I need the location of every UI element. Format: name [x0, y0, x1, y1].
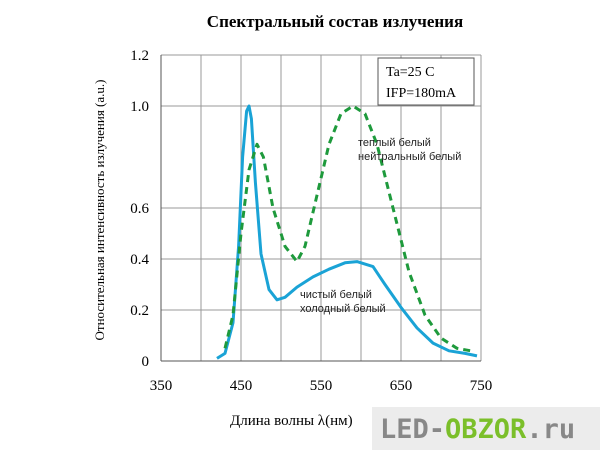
- x-tick-label: 650: [390, 378, 413, 394]
- series-line: [216, 104, 478, 360]
- y-axis-label: Относительная интенсивность излучения (a…: [92, 80, 107, 341]
- condition: Ta=25 C: [386, 65, 435, 80]
- series-label: нейтральный белый: [358, 151, 461, 163]
- condition: IFP=180mA: [386, 86, 457, 101]
- watermark-part: .ru: [526, 414, 575, 445]
- x-tick-label: 350: [150, 378, 173, 394]
- series-line: [223, 104, 471, 353]
- x-tick-label: 750: [470, 378, 493, 394]
- watermark-bg: [372, 407, 600, 450]
- y-tick-label: 0.6: [130, 201, 149, 217]
- series-label: холодный белый: [300, 303, 386, 315]
- x-tick-label: 450: [230, 378, 253, 394]
- series-label: теплый белый: [358, 137, 431, 149]
- watermark-part: OBZOR: [445, 414, 527, 445]
- x-tick-label: 550: [310, 378, 333, 394]
- y-tick-label: 1.0: [130, 99, 149, 115]
- y-tick-label: 0.4: [130, 252, 149, 268]
- x-axis-label: Длина волны λ(нм): [230, 413, 353, 429]
- watermark-part: LED-: [380, 414, 445, 445]
- y-tick-label: 1.2: [130, 48, 149, 64]
- y-tick-label: 0: [142, 354, 150, 370]
- conditions-box: [377, 57, 475, 106]
- y-tick-label: 0.2: [130, 303, 149, 319]
- watermark: LED-OBZOR.ru: [380, 414, 575, 445]
- series-label: чистый белый: [300, 289, 372, 301]
- chart-title: Спектральный состав излучения: [207, 12, 463, 31]
